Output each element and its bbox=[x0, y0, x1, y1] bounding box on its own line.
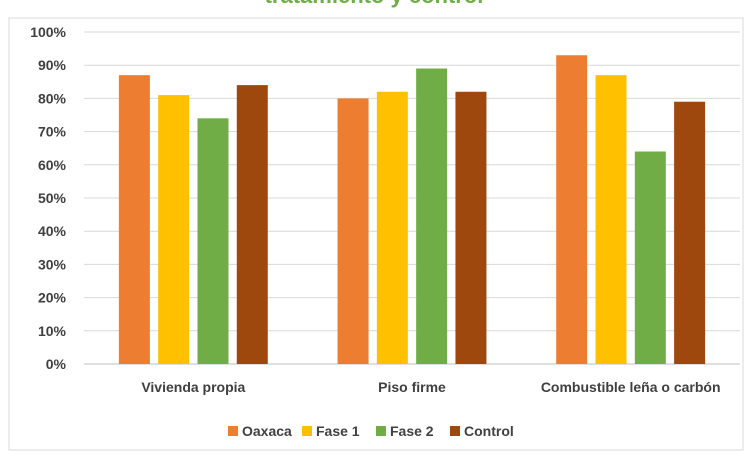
bar-oaxaca bbox=[118, 75, 150, 364]
bar-control bbox=[674, 101, 706, 364]
y-tick-label: 30% bbox=[38, 256, 67, 272]
bar-fase-1 bbox=[595, 75, 627, 364]
bar-fase-1 bbox=[158, 95, 190, 364]
bar-fase-2 bbox=[197, 118, 229, 364]
y-tick-label: 100% bbox=[30, 24, 66, 40]
x-tick-label: Vivienda propia bbox=[141, 379, 245, 395]
y-tick-label: 80% bbox=[38, 90, 67, 106]
y-tick-label: 60% bbox=[38, 157, 67, 173]
legend-label: Control bbox=[464, 423, 514, 439]
bar-fase-2 bbox=[416, 68, 448, 365]
bar-control bbox=[455, 91, 487, 364]
legend-swatch bbox=[302, 426, 312, 436]
legend-swatch bbox=[376, 426, 386, 436]
legend-label: Fase 1 bbox=[316, 423, 360, 439]
y-tick-label: 90% bbox=[38, 57, 67, 73]
y-tick-label: 70% bbox=[38, 124, 67, 140]
bar-control bbox=[236, 85, 268, 365]
y-tick-label: 0% bbox=[46, 356, 67, 372]
y-tick-label: 40% bbox=[38, 223, 67, 239]
chart-border bbox=[8, 17, 744, 451]
y-tick-label: 20% bbox=[38, 290, 67, 306]
y-tick-label: 50% bbox=[38, 190, 67, 206]
chart-title: tratamiento y control bbox=[0, 0, 748, 9]
legend-swatch bbox=[228, 426, 238, 436]
legend-swatch bbox=[450, 426, 460, 436]
bar-fase-2 bbox=[634, 151, 666, 364]
bar-oaxaca bbox=[337, 98, 369, 365]
x-tick-label: Combustible leña o carbón bbox=[541, 379, 721, 395]
legend-label: Oaxaca bbox=[242, 423, 292, 439]
x-tick-label: Piso firme bbox=[378, 379, 446, 395]
y-tick-label: 10% bbox=[38, 323, 67, 339]
bar-oaxaca bbox=[556, 55, 588, 365]
bar-fase-1 bbox=[376, 91, 408, 364]
legend-label: Fase 2 bbox=[390, 423, 434, 439]
